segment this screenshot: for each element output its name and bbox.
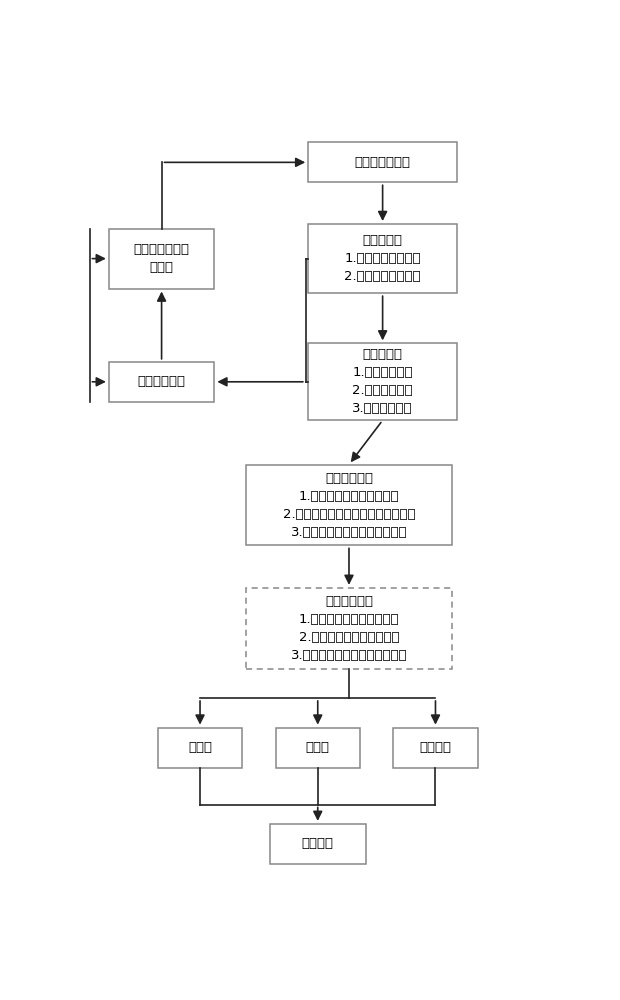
Bar (246, 465, 453, 545)
Bar (108, 362, 215, 402)
Bar (108, 229, 215, 289)
Text: 新位置: 新位置 (306, 741, 330, 754)
Bar (158, 728, 242, 768)
Text: 可见性判断
1.是否在视口范围内
2.是否用户指定隐藏: 可见性判断 1.是否在视口范围内 2.是否用户指定隐藏 (344, 234, 421, 283)
Text: 渲染处理: 渲染处理 (302, 837, 334, 850)
Text: 细节层次判定
1.由观察距离确定细节层次
2.加载需显示的模型纹理等相关资源
3.根据是否随图缩放计算缩放比: 细节层次判定 1.由观察距离确定细节层次 2.加载需显示的模型纹理等相关资源 3… (283, 472, 415, 538)
Text: 隐藏船舶目标: 隐藏船舶目标 (138, 375, 185, 388)
Bar (308, 142, 457, 182)
Text: 卸载不需要显示
的资源: 卸载不需要显示 的资源 (133, 243, 190, 274)
Bar (308, 343, 457, 420)
Text: 插值拟合计算
1.由观察距离计算插值间隔
2.由位置信息决定拟合路线
3.计算船舶目标新的位置和扭转: 插值拟合计算 1.由观察距离计算插值间隔 2.由位置信息决定拟合路线 3.计算船… (291, 595, 407, 662)
Bar (394, 728, 477, 768)
Bar (276, 728, 360, 768)
Text: 原位置: 原位置 (188, 741, 212, 754)
Bar (246, 588, 453, 669)
Text: 遍历待渲染队列: 遍历待渲染队列 (355, 156, 410, 169)
Bar (308, 224, 457, 293)
Bar (270, 824, 366, 864)
Text: 平滑位置: 平滑位置 (420, 741, 451, 754)
Text: 密集度处理
1.计算观察距离
2.计算投影位置
3.确定重叠目标: 密集度处理 1.计算观察距离 2.计算投影位置 3.确定重叠目标 (352, 348, 413, 415)
